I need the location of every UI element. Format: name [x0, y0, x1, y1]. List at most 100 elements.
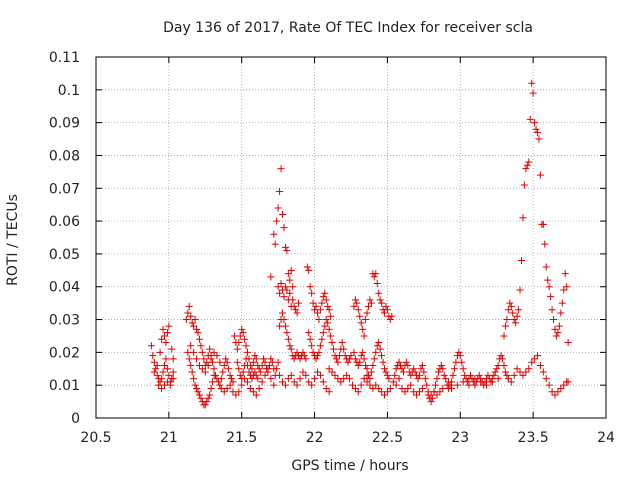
- data-point: [316, 371, 324, 379]
- data-point: [331, 371, 339, 379]
- data-point: [520, 181, 528, 189]
- data-point: [363, 309, 371, 317]
- data-point: [267, 375, 275, 383]
- data-point: [529, 89, 537, 97]
- data-point: [327, 332, 335, 340]
- data-point: [153, 371, 161, 379]
- data-point: [541, 240, 549, 248]
- data-point: [561, 270, 569, 278]
- data-point: [281, 283, 289, 291]
- data-point: [318, 299, 326, 307]
- data-point: [347, 352, 355, 360]
- data-point: [162, 355, 170, 363]
- data-point: [261, 358, 269, 366]
- y-axis-label: ROTI / TECUs: [5, 194, 21, 286]
- x-tick-labels: 20.5 21 21.5 22 22.5 23 23.5 24: [80, 430, 615, 446]
- data-point: [287, 345, 295, 353]
- data-point: [284, 335, 292, 343]
- data-point: [169, 368, 177, 376]
- y-tick-label: 0.01: [49, 378, 80, 394]
- data-point: [367, 368, 375, 376]
- data-point: [343, 371, 351, 379]
- data-point: [165, 371, 173, 379]
- x-tick-label: 22.5: [372, 430, 403, 446]
- data-point: [381, 391, 389, 399]
- data-point: [274, 283, 282, 291]
- data-point: [267, 273, 275, 281]
- data-point: [290, 302, 298, 310]
- data-point: [423, 381, 431, 389]
- data-point: [150, 368, 158, 376]
- data-point: [360, 355, 368, 363]
- data-point: [417, 365, 425, 373]
- data-point: [542, 263, 550, 271]
- data-point: [353, 299, 361, 307]
- data-point: [281, 243, 289, 251]
- data-point: [322, 316, 330, 324]
- data-point: [465, 381, 473, 389]
- data-point: [344, 358, 352, 366]
- data-point: [169, 375, 177, 383]
- data-point: [255, 384, 263, 392]
- data-point: [159, 368, 167, 376]
- data-point: [483, 381, 491, 389]
- data-point: [328, 368, 336, 376]
- data-point: [244, 378, 252, 386]
- data-point: [158, 375, 166, 383]
- data-point: [351, 384, 359, 392]
- data-point: [206, 391, 214, 399]
- data-point: [525, 365, 533, 373]
- data-point: [433, 375, 441, 383]
- data-point: [544, 276, 552, 284]
- data-point: [214, 378, 222, 386]
- data-point: [373, 279, 381, 287]
- data-point: [203, 398, 211, 406]
- data-point: [200, 355, 208, 363]
- data-point: [367, 299, 375, 307]
- data-point: [280, 293, 288, 301]
- data-point: [236, 371, 244, 379]
- data-point: [372, 348, 380, 356]
- data-point: [418, 361, 426, 369]
- data-point: [325, 388, 333, 396]
- x-tick-label: 22: [306, 430, 324, 446]
- data-point: [523, 161, 531, 169]
- data-point: [182, 316, 190, 324]
- data-point: [383, 306, 391, 314]
- data-point: [471, 375, 479, 383]
- data-point: [244, 348, 252, 356]
- x-tick-label: 20.5: [80, 430, 111, 446]
- grid: [96, 57, 606, 418]
- x-axis-label: GPS time / hours: [291, 458, 408, 474]
- data-point: [251, 352, 259, 360]
- x-tick-label: 23: [451, 430, 469, 446]
- data-point: [217, 375, 225, 383]
- data-point: [375, 339, 383, 347]
- data-point: [216, 358, 224, 366]
- data-point: [163, 329, 171, 337]
- data-point: [316, 342, 324, 350]
- data-point: [185, 355, 193, 363]
- data-point: [293, 309, 301, 317]
- data-point: [554, 388, 562, 396]
- data-point: [327, 312, 335, 320]
- data-point: [274, 204, 282, 212]
- data-point: [432, 381, 440, 389]
- data-point: [504, 306, 512, 314]
- data-point: [536, 171, 544, 179]
- data-point: [402, 358, 410, 366]
- data-point: [351, 296, 359, 304]
- data-point: [222, 355, 230, 363]
- data-point: [289, 296, 297, 304]
- data-point: [319, 293, 327, 301]
- data-point: [158, 384, 166, 392]
- data-point: [194, 329, 202, 337]
- data-point: [306, 283, 314, 291]
- data-point: [398, 365, 406, 373]
- data-point: [187, 312, 195, 320]
- data-point: [381, 309, 389, 317]
- data-point: [252, 391, 260, 399]
- data-point: [249, 358, 257, 366]
- data-point: [270, 230, 278, 238]
- data-point: [223, 358, 231, 366]
